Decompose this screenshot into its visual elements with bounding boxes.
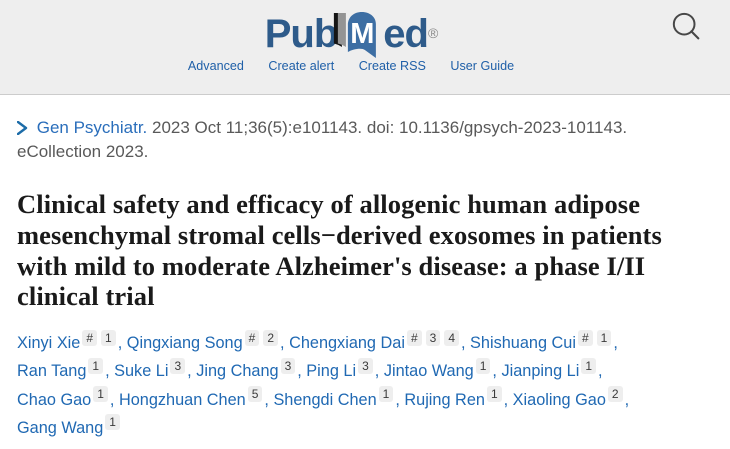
svg-text:M: M: [351, 18, 374, 50]
